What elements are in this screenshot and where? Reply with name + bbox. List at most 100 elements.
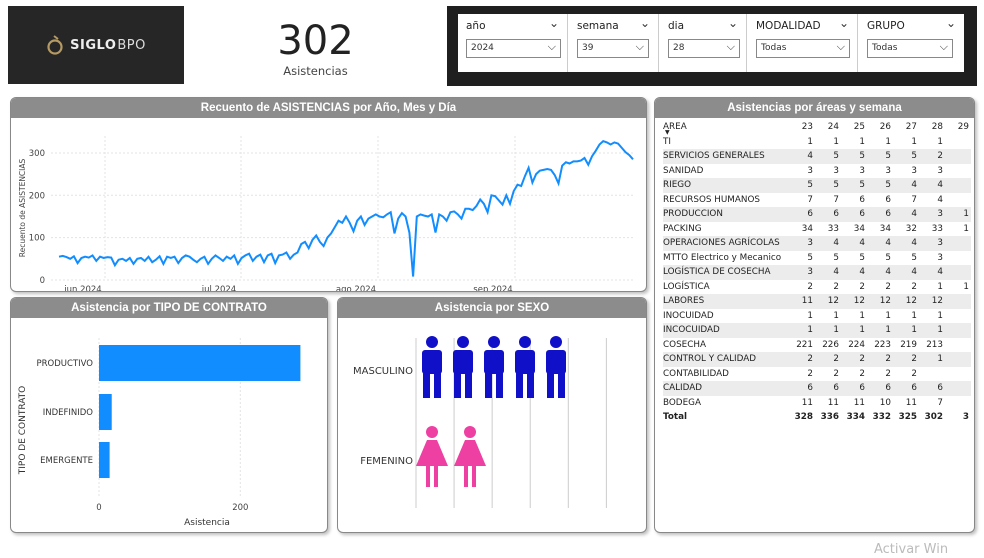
dropdown-arrow-icon: ⌵: [547, 40, 556, 53]
table-cell: [945, 381, 971, 396]
week-dropdown[interactable]: 39 ⌵: [577, 39, 649, 58]
icon-leg: [472, 465, 476, 487]
total-cell: 334: [846, 412, 865, 423]
x-tick-label: jul 2024: [201, 285, 236, 292]
col-header-week[interactable]: 29: [957, 122, 969, 133]
area-name-cell: INOCUIDAD: [663, 310, 714, 321]
table-cell: [945, 352, 971, 367]
table-cell: 5: [815, 149, 841, 164]
x-tick-label: 200: [232, 503, 248, 513]
table-cell: 11: [853, 397, 865, 408]
chevron-down-icon[interactable]: ⌄: [945, 16, 956, 30]
contract-chart-title: Asistencia por TIPO DE CONTRATO: [11, 298, 327, 318]
contract-bar: [99, 345, 301, 381]
col-header-week[interactable]: 25: [853, 122, 865, 133]
slicer-day[interactable]: dia ⌄ 28 ⌵: [660, 14, 747, 72]
icon-leg: [434, 372, 441, 398]
table-cell: 4: [893, 178, 919, 193]
group-dropdown[interactable]: Todas ⌵: [867, 39, 953, 58]
table-cell: 3: [937, 252, 943, 263]
sort-desc-icon[interactable]: ▼: [665, 129, 670, 136]
col-header-week[interactable]: 27: [905, 122, 917, 133]
table-cell: 4: [815, 265, 841, 280]
table-row: PACKING 34 33 34 34 32 33 1: [663, 222, 971, 237]
table-cell: 1: [911, 136, 917, 147]
chevron-down-icon[interactable]: ⌄: [727, 16, 738, 30]
area-week-table: AREA ▼ 23 24 25 26 27 28 29 TI 1 1 1 1 1 1 SERVI…: [663, 120, 971, 425]
table-cell: [945, 396, 971, 411]
table-cell: [945, 135, 971, 150]
chevron-down-icon[interactable]: ⌄: [639, 16, 650, 30]
female-person-icon: [416, 426, 448, 487]
area-name-cell: PRODUCCION: [663, 207, 789, 222]
modality-dropdown[interactable]: Todas ⌵: [756, 39, 850, 58]
sex-chart-body: 0 50 100 150 200 250 MASCULINO FEMENINO: [353, 336, 616, 533]
table-header-row: AREA ▼ 23 24 25 26 27 28 29: [663, 120, 971, 136]
table-cell: 2: [833, 368, 839, 379]
slicer-group[interactable]: GRUPO ⌄ Todas ⌵: [859, 14, 964, 72]
sex-chart-title: Asistencia por SEXO: [338, 298, 646, 318]
area-name-cell: OPERACIONES AGRÍCOLAS: [663, 236, 789, 251]
table-cell: 2: [841, 352, 867, 367]
activation-watermark: Activar Win: [874, 542, 949, 557]
table-cell: 2: [807, 281, 813, 292]
slicer-year[interactable]: año ⌄ 2024 ⌵: [458, 14, 568, 72]
category-label: INDEFINIDO: [43, 408, 94, 418]
col-header-week[interactable]: 26: [879, 122, 891, 133]
table-row: COSECHA 221 226 224 223 219 213: [663, 338, 971, 353]
sex-pictogram-chart: 0 50 100 150 200 250 MASCULINO FEMENINO: [353, 336, 616, 533]
table-cell: 6: [893, 381, 919, 396]
slicer-week[interactable]: semana ⌄ 39 ⌵: [569, 14, 659, 72]
day-dropdown[interactable]: 28 ⌵: [668, 39, 740, 58]
col-header-week[interactable]: 28: [931, 122, 943, 133]
table-cell: 1: [859, 310, 865, 321]
year-dropdown[interactable]: 2024 ⌵: [466, 39, 561, 58]
table-cell: 5: [911, 252, 917, 263]
table-cell: [945, 164, 971, 179]
area-name-cell: LOGÍSTICA DE COSECHA: [663, 265, 789, 280]
icon-dress: [454, 440, 486, 466]
table-cell: 3: [833, 165, 839, 176]
slicer-panel: año ⌄ 2024 ⌵ semana ⌄ 39 ⌵ dia ⌄ 28 ⌵ MODAL…: [458, 14, 964, 72]
area-name-cell: BODEGA: [663, 397, 701, 408]
slicer-modality[interactable]: MODALIDAD ⌄ Todas ⌵: [748, 14, 858, 72]
x-tick-label: 50: [448, 531, 461, 533]
table-cell: 1: [885, 310, 891, 321]
table-cell: 4: [789, 149, 815, 164]
col-header-week[interactable]: 23: [801, 122, 813, 133]
table-cell: 224: [848, 339, 865, 350]
table-cell: 5: [885, 252, 891, 263]
area-table-title: Asistencias por áreas y semana: [655, 98, 974, 118]
col-header-week[interactable]: 24: [827, 122, 839, 133]
table-cell: 2: [893, 352, 919, 367]
chevron-down-icon[interactable]: ⌄: [548, 16, 559, 30]
table-cell: 12: [815, 294, 841, 309]
table-cell: 5: [867, 178, 893, 193]
table-cell: 5: [841, 149, 867, 164]
table-cell: [945, 149, 971, 164]
table-cell: 1: [807, 310, 813, 321]
female-person-icon: [454, 426, 486, 487]
attendance-line-chart: 0 100 200 300 jun 2024 jul 2024 ago 2024 sep 2…: [18, 136, 634, 292]
line-chart-gridlines: [51, 136, 633, 281]
table-cell: 2: [885, 281, 891, 292]
col-header-area[interactable]: AREA ▼: [663, 122, 687, 136]
area-name-cell: CALIDAD: [663, 381, 789, 396]
table-cell: 7: [911, 194, 917, 205]
year-dropdown-value: 2024: [471, 43, 494, 53]
icon-torso: [422, 350, 442, 374]
table-row: CALIDAD 6 6 6 6 6 6: [663, 381, 971, 396]
icon-dress: [416, 440, 448, 466]
company-logo: SIGLOBPO: [8, 6, 184, 84]
table-cell: 213: [926, 339, 943, 350]
table-cell: 4: [919, 265, 945, 280]
table-cell: [945, 265, 971, 280]
table-cell: 10: [879, 397, 891, 408]
table-cell: [945, 309, 971, 324]
area-name-cell: RIEGO: [663, 178, 789, 193]
chevron-down-icon[interactable]: ⌄: [838, 16, 849, 30]
contract-bars: 0 200 PRODUCTIVO INDEFINIDO EMERGENTE: [37, 338, 301, 513]
table-cell: 5: [867, 149, 893, 164]
y-tick-label: 200: [29, 191, 45, 201]
table-cell: 6: [789, 381, 815, 396]
